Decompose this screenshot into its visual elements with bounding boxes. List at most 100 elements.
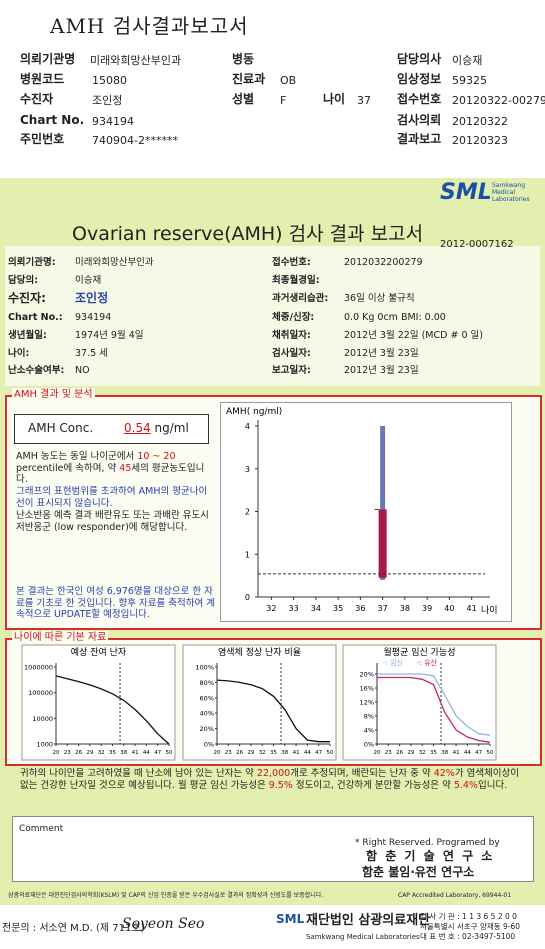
- text: 5.4%: [453, 780, 478, 791]
- amh-chart-box: [220, 402, 512, 622]
- info-value: 934194: [75, 312, 112, 323]
- text: percentile에 속하며, 약: [16, 462, 120, 474]
- summary: 귀하의 나이만을 고려하였을 때 난소에 남아 있는 난자는 약 22,000개…: [20, 768, 528, 792]
- text: AMH 농도는 동일 나이군에서: [16, 451, 138, 462]
- comment-label: Comment: [19, 824, 64, 834]
- y-tick-label: 1000: [36, 741, 53, 749]
- report-title: Ovarian reserve(AMH) 검사 결과 보고서: [72, 223, 424, 245]
- x-tick-label: 26: [75, 750, 82, 756]
- field-label: 병동: [232, 52, 255, 66]
- field-value: 20120323: [452, 134, 508, 147]
- x-tick-label: 32: [419, 750, 426, 756]
- y-tick-label: 12%: [360, 699, 374, 707]
- info-value: 36일 이상 불규칙: [344, 293, 415, 304]
- x-tick-label: 47: [475, 750, 482, 756]
- comment-box: [12, 816, 534, 882]
- foundation-logo: SML: [276, 912, 305, 926]
- text: 귀하의 나이만을 고려하였을 때 난소에 남아 있는 난자는 약: [20, 768, 257, 779]
- x-tick-label: 47: [154, 750, 161, 756]
- y-tick-label: 100000: [28, 689, 53, 697]
- x-tick-label: 41: [132, 750, 139, 756]
- mini-chart-title: 예상 잔여 난자: [71, 646, 127, 658]
- paragraph: 본 결과는 한국인 여성 6,976명을 대상으로 한 자료를 기초로 한 것입…: [16, 586, 215, 620]
- x-tick-label: 50: [327, 750, 334, 756]
- series-line: [55, 675, 170, 745]
- mini-chart-title: 월평균 임신 가능성: [384, 646, 456, 658]
- field-label: 임상정보: [397, 72, 442, 86]
- info-panel: [5, 246, 540, 386]
- section-title: AMH 결과 및 분석: [12, 388, 95, 401]
- text: 10 ~ 20: [137, 451, 176, 462]
- x-tick-label: 44: [143, 750, 150, 756]
- info-value: 37.5 세: [75, 348, 108, 359]
- y-tick-label: 16%: [360, 685, 374, 693]
- x-tick-label: 38: [441, 750, 448, 756]
- text: 입니다.: [477, 780, 508, 791]
- y-tick-label: 1000000: [24, 664, 53, 672]
- x-tick-label: 20: [214, 750, 221, 756]
- info-label: 과거생리습관:: [272, 293, 329, 304]
- signature: Soyeon Seo: [122, 916, 205, 932]
- x-tick-label: 35: [430, 750, 437, 756]
- conc-label: AMH Conc.: [28, 421, 94, 435]
- info-value: 2012년 3월 23일: [344, 365, 419, 376]
- range-bar: [380, 426, 386, 580]
- series-line: [377, 673, 491, 736]
- info-label: 나이:: [8, 348, 30, 359]
- y-tick-label: 100%: [195, 664, 214, 672]
- info-value: 이승재: [75, 275, 102, 286]
- field-value: 미래와희망산부인과: [90, 54, 182, 67]
- text: 개로 추정되며, 배란되는 난자 중 약: [290, 768, 434, 779]
- info-label: 보고일자:: [272, 365, 311, 376]
- text: 정도이고, 건강하게 분만할 가능성은 약: [292, 780, 454, 791]
- y-tick-label: 20%: [200, 725, 214, 733]
- info-label: Chart No.:: [8, 312, 63, 323]
- info-label: 접수번호:: [272, 257, 311, 268]
- box: [378, 509, 387, 578]
- x-axis-label: 나이: [481, 605, 498, 616]
- x-tick-label: 29: [407, 750, 414, 756]
- logo-sub-line: Laboratories: [492, 196, 530, 203]
- field-value: 15080: [92, 74, 127, 87]
- info-value: 0.0 Kg 0cm BMI: 0.00: [344, 312, 446, 323]
- x-tick-label: 47: [315, 750, 322, 756]
- x-tick-label: 32: [266, 604, 276, 613]
- x-tick-label: 29: [86, 750, 93, 756]
- x-tick-label: 41: [453, 750, 460, 756]
- contact-line: 검 사 기 관 : 1 1 3 6 5 2 0 0: [420, 912, 517, 921]
- logo: SML: [440, 180, 492, 205]
- field-label: 주민번호: [20, 132, 65, 146]
- x-tick-label: 32: [98, 750, 105, 756]
- x-tick-label: 26: [396, 750, 403, 756]
- conc-number: 0.54: [124, 421, 151, 435]
- x-tick-label: 44: [304, 750, 311, 756]
- field-value: 20120322: [452, 115, 508, 128]
- info-value: 2012032200279: [344, 257, 423, 268]
- credit-name: 함 춘 기 술 연 구 소: [366, 849, 495, 863]
- y-tick-label: 2: [245, 508, 250, 517]
- text: 가 염색체이상이 없는 건강한 난자일 것으로 예상됩니다. 월 평균 임신 가…: [20, 768, 520, 791]
- field-label: 의뢰기관명: [20, 52, 76, 66]
- field-value: 740904-2******: [92, 134, 178, 147]
- y-axis-label: AMH( ng/ml): [226, 407, 282, 417]
- field-value: 20120322-00279: [452, 94, 545, 107]
- x-tick-label: 23: [64, 750, 71, 756]
- info-value: 2012년 3월 23일: [344, 348, 419, 359]
- x-tick-label: 38: [120, 750, 127, 756]
- x-tick-label: 33: [289, 604, 299, 613]
- field-value: 59325: [452, 74, 487, 87]
- x-tick-label: 38: [400, 604, 410, 613]
- y-tick-label: 1: [245, 550, 250, 559]
- y-tick-label: 0: [245, 593, 250, 602]
- field-label: 접수번호: [397, 92, 442, 106]
- x-tick-label: 35: [333, 604, 343, 613]
- y-tick-label: 60%: [200, 694, 214, 702]
- info-value: 1974년 9월 4일: [75, 330, 144, 341]
- text: 42%: [433, 768, 455, 779]
- field-value: 이승재: [452, 54, 483, 67]
- field-label: 나이: [323, 92, 346, 106]
- contact: 검 사 기 관 : 1 1 3 6 5 2 0 0 서울특별시 서초구 양재동 9…: [420, 912, 520, 942]
- paragraph: AMH 농도는 동일 나이군에서 10 ~ 20 percentile에 속하며…: [16, 451, 212, 486]
